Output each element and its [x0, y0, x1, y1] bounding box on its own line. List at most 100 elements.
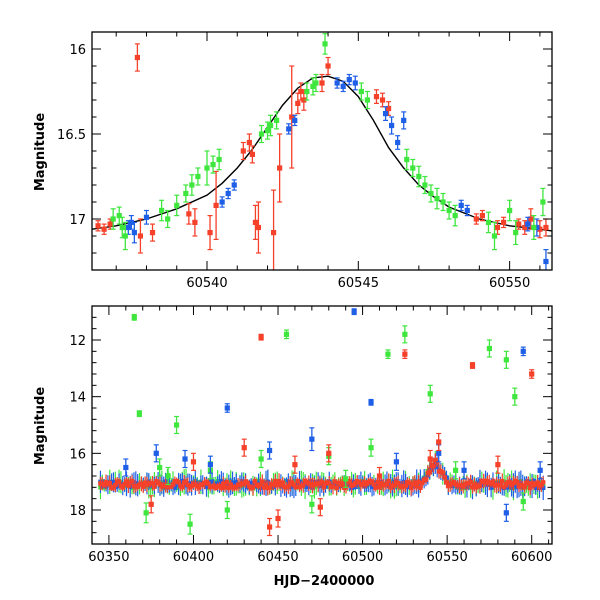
data-point-red [266, 524, 273, 530]
data-point-green [267, 122, 274, 129]
data-point-red [473, 216, 479, 222]
baseline-point-blue [434, 464, 440, 470]
data-point-green [491, 233, 498, 239]
data-point-green [452, 213, 458, 219]
baseline-point-red [126, 483, 131, 488]
baseline-point-red [431, 464, 436, 469]
data-point-blue [368, 399, 374, 405]
bottom-panel-full: 60350 60400 60450 60500 60550 60600 12 14 16 18 [69, 305, 553, 565]
top-y-axis-title: Magnitude [33, 113, 48, 192]
data-point-red [275, 515, 281, 522]
baseline-point-red [468, 479, 473, 485]
data-point-red [207, 230, 213, 236]
data-point-green [343, 476, 349, 482]
data-point-red [494, 224, 501, 231]
data-point-red [529, 371, 535, 377]
data-point-green [283, 331, 290, 337]
baseline-point-red [183, 480, 189, 485]
data-point-green [264, 128, 271, 134]
baseline-point-red [451, 479, 457, 485]
x-tick-label: 60400 [173, 550, 214, 565]
baseline-point-red [356, 479, 362, 485]
baseline-point-red [330, 484, 336, 489]
data-point-green [416, 173, 422, 180]
baseline-point-red [440, 470, 445, 475]
baseline-point-red [412, 480, 418, 485]
baseline-point-red [375, 479, 380, 485]
data-point-green [195, 173, 201, 180]
data-point-red [249, 151, 255, 157]
baseline-point-red [261, 485, 267, 490]
baseline-point-red [263, 482, 269, 488]
data-point-blue [292, 117, 298, 123]
data-point-blue [207, 462, 213, 468]
data-point-red [101, 226, 107, 232]
data-point-green [368, 445, 374, 451]
data-point-green [165, 216, 171, 222]
y-tick-label: 16 [69, 43, 86, 58]
data-point-green [385, 351, 391, 357]
baseline-point-red [219, 485, 224, 490]
data-point-red [246, 139, 252, 146]
data-point-green [258, 456, 264, 462]
baseline-point-red [384, 481, 390, 487]
data-point-green [427, 391, 433, 397]
data-point-green [513, 230, 519, 236]
baseline-point-red [196, 485, 202, 490]
baseline-point-red [371, 482, 377, 487]
baseline-point-red [340, 480, 345, 486]
data-point-green [402, 331, 408, 337]
baseline-point-red [286, 484, 291, 489]
data-point-green [116, 213, 122, 219]
x-tick-label: 60350 [88, 550, 129, 565]
baseline-point-red [444, 480, 449, 485]
data-point-green [110, 216, 116, 222]
data-point-blue [543, 258, 549, 265]
data-point-red [376, 473, 383, 479]
x-tick-label: 60550 [426, 550, 467, 565]
data-point-green [520, 498, 526, 505]
data-point-blue [461, 467, 467, 473]
bottom-y-axis-title: Magnitude [33, 387, 48, 466]
data-point-red [301, 97, 307, 103]
data-point-blue [309, 436, 315, 442]
y-tick-label: 17 [69, 213, 86, 228]
baseline-point-blue [172, 485, 178, 490]
baseline-point-red [500, 479, 505, 484]
baseline-point-red [120, 484, 125, 490]
data-point-green [434, 196, 440, 202]
x-tick-label: 60600 [511, 550, 552, 565]
data-point-blue [436, 450, 442, 456]
baseline-point-red [395, 480, 401, 486]
data-point-green [210, 162, 216, 168]
y-tick-label: 18 [69, 504, 86, 519]
data-point-green [358, 88, 364, 95]
bottom-x-axis-title: HJD−2400000 [274, 574, 375, 589]
baseline-point-red [152, 484, 157, 489]
data-point-blue [125, 224, 131, 231]
top-panel-zoom: 60540 60545 60550 16 16.5 17 [57, 31, 553, 291]
data-point-red [479, 213, 485, 219]
baseline-point-red [442, 475, 447, 480]
baseline-point-red [267, 485, 272, 490]
data-point-red [325, 63, 331, 69]
baseline-point-red [403, 484, 408, 489]
data-point-red [292, 462, 298, 468]
baseline-point-red [526, 481, 531, 486]
data-point-red [319, 80, 325, 86]
data-point-blue [464, 207, 470, 214]
y-tick-label: 16 [69, 447, 86, 462]
data-point-green [453, 467, 459, 473]
data-point-blue [351, 309, 357, 315]
baseline-point-red [369, 479, 375, 485]
data-point-blue [334, 80, 340, 86]
data-point-blue [503, 510, 509, 516]
data-point-red [95, 223, 101, 229]
data-point-red [137, 233, 144, 239]
data-point-red [240, 148, 246, 154]
data-point-red [543, 224, 549, 231]
data-point-blue [389, 122, 395, 129]
data-point-green [428, 190, 434, 197]
baseline-point-red [185, 482, 191, 488]
baseline-point-red [420, 480, 425, 486]
